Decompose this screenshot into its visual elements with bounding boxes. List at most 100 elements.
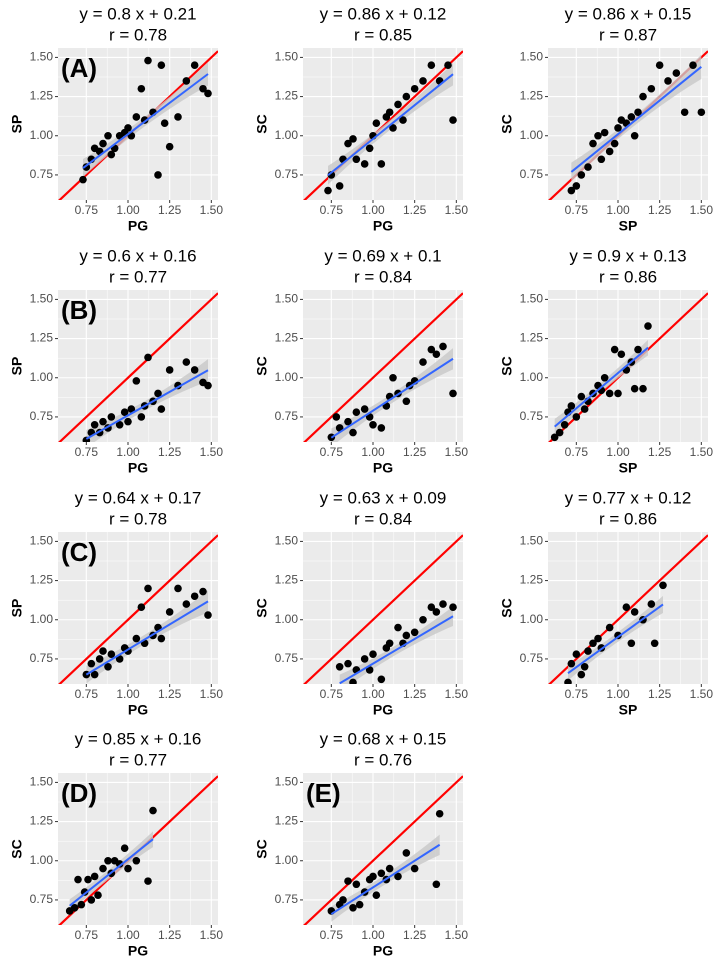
y-tick-label: 1.00 <box>30 853 54 867</box>
point <box>580 405 589 413</box>
x-tick-label: 1.00 <box>361 203 385 217</box>
y-tick-label: 1.25 <box>275 89 299 103</box>
y-tick-label: 1.00 <box>275 128 299 142</box>
panel: 0.75 1.00 1.25 1.50 0.75 1.00 1.25 1.50 y = 0.86… <box>499 4 713 233</box>
point <box>389 373 397 382</box>
point <box>577 392 586 401</box>
point <box>372 119 381 128</box>
point <box>555 428 564 437</box>
panel: 0.75 1.00 1.25 1.50 0.75 1.00 1.25 1.50 y = 0.64… <box>9 488 224 717</box>
panel-label: (D) <box>61 778 97 808</box>
x-tick-label: 0.75 <box>75 445 99 459</box>
y-axis-title: SC <box>499 114 515 133</box>
point <box>560 420 569 429</box>
point <box>332 413 341 421</box>
fit-line <box>339 615 454 684</box>
y-tick-label: 1.50 <box>275 534 299 548</box>
x-tick-label: 1.25 <box>403 203 427 217</box>
y-tick-label: 1.25 <box>275 814 299 828</box>
chart-subtitle: r = 0.87 <box>599 25 657 44</box>
point <box>630 608 639 616</box>
x-tick-label: 1.25 <box>158 203 182 217</box>
y-tick-label: 1.00 <box>30 612 54 626</box>
y-tick-label: 0.75 <box>275 167 299 181</box>
point <box>605 623 614 632</box>
y-tick-label: 0.75 <box>520 651 544 665</box>
point <box>634 108 642 117</box>
x-tick-label: 1.50 <box>200 928 224 942</box>
panel: 0.75 1.00 1.25 1.50 0.75 1.00 1.25 1.50 y = 0.63… <box>254 488 469 717</box>
x-tick-label: 1.50 <box>445 445 469 459</box>
point <box>385 864 394 873</box>
y-tick-label: 1.00 <box>520 370 544 384</box>
point <box>600 128 609 137</box>
point <box>439 600 447 608</box>
point <box>137 413 146 421</box>
identity-line <box>303 534 463 684</box>
point <box>389 124 397 132</box>
y-tick-label: 1.50 <box>520 534 544 548</box>
point <box>435 809 444 818</box>
panel: 0.75 1.00 1.25 1.50 0.75 1.00 1.25 1.50 y = 0.86… <box>254 4 469 233</box>
point <box>95 655 104 663</box>
y-axis-title: SP <box>9 599 25 618</box>
chart-subtitle: r = 0.84 <box>354 267 412 286</box>
point <box>580 662 589 671</box>
y-tick-label: 1.25 <box>30 331 54 345</box>
point <box>402 397 411 406</box>
y-tick-label: 0.75 <box>30 167 54 181</box>
chart-title: y = 0.64 x + 0.17 <box>75 488 202 507</box>
fit-line <box>82 73 209 169</box>
point <box>157 634 166 643</box>
point <box>597 155 606 164</box>
point <box>577 670 586 679</box>
y-tick-label: 1.50 <box>275 50 299 64</box>
y-tick-label: 1.50 <box>275 292 299 306</box>
x-tick-label: 1.50 <box>200 203 224 217</box>
point <box>144 877 152 885</box>
point <box>614 124 622 132</box>
x-tick-label: 1.00 <box>361 687 385 701</box>
point <box>120 408 129 417</box>
point <box>419 358 427 366</box>
point <box>344 877 352 885</box>
point <box>107 150 116 159</box>
point <box>572 182 581 190</box>
x-tick-label: 0.75 <box>565 445 589 459</box>
panel-label: (B) <box>61 295 97 325</box>
point <box>174 113 182 121</box>
point <box>410 84 419 93</box>
point <box>204 89 212 98</box>
point <box>344 139 352 148</box>
y-tick-label: 1.50 <box>30 534 54 548</box>
point <box>154 171 162 179</box>
x-tick-label: 1.50 <box>690 687 713 701</box>
point <box>589 639 597 648</box>
point <box>157 405 166 413</box>
point <box>360 655 369 663</box>
point <box>639 384 647 393</box>
y-tick-label: 1.25 <box>30 573 54 587</box>
plot-content <box>58 775 218 925</box>
point <box>94 891 102 900</box>
point <box>377 675 386 684</box>
x-axis-title: PG <box>373 460 393 476</box>
point <box>644 322 652 330</box>
point <box>137 84 146 93</box>
x-tick-label: 1.25 <box>648 203 672 217</box>
point <box>70 903 79 912</box>
point <box>87 659 96 668</box>
point <box>672 69 681 77</box>
point <box>190 592 199 601</box>
point <box>84 875 92 884</box>
fit-line <box>567 603 664 674</box>
x-tick-label: 0.75 <box>320 928 344 942</box>
point <box>344 659 352 668</box>
x-tick-label: 1.50 <box>445 928 469 942</box>
point <box>154 389 162 398</box>
point <box>444 61 452 70</box>
point <box>99 139 107 148</box>
point <box>339 896 347 904</box>
y-tick-label: 1.25 <box>275 331 299 345</box>
